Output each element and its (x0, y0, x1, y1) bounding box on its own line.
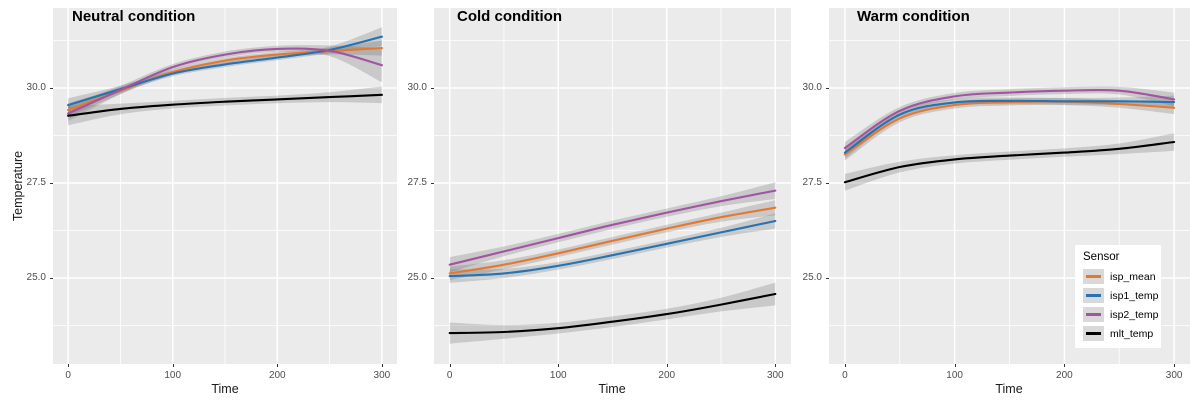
y-tick-label: 30.0 (802, 82, 822, 93)
x-tick-label: 100 (549, 370, 567, 381)
legend-key (1083, 288, 1104, 303)
confidence-band-mlt_temp (68, 86, 382, 126)
y-tick-label: 27.5 (802, 177, 822, 188)
panel-title: Cold condition (457, 8, 562, 25)
smooth-line-isp_mean (448, 206, 777, 275)
legend-title: Sensor (1083, 251, 1120, 263)
legend-item: mlt_temp (1083, 326, 1154, 341)
y-tick-label: 30.0 (26, 82, 46, 93)
confidence-band-isp2_temp (68, 45, 382, 122)
x-tick-label: 0 (65, 370, 71, 381)
y-tick-mark (826, 88, 829, 89)
x-tick-mark (1064, 364, 1066, 367)
plot-area-neutral (53, 8, 397, 364)
y-tick-label: 25.0 (802, 272, 822, 283)
legend-line-swatch (1086, 313, 1101, 316)
panel-warm-condition: Warm condition (829, 8, 1190, 364)
x-tick-label: 100 (164, 370, 182, 381)
smooth-line-mlt_temp (843, 140, 1176, 184)
x-tick-label: 300 (766, 370, 784, 381)
x-axis-title: Time (211, 382, 239, 396)
y-tick-mark (50, 278, 53, 279)
legend-item-label: isp_mean (1110, 270, 1156, 283)
legend-key (1083, 269, 1104, 284)
y-tick-mark (431, 88, 434, 89)
x-tick-label: 100 (946, 370, 963, 381)
panel-cold-condition: Cold condition (434, 8, 791, 364)
smooth-line-isp2_temp (67, 47, 383, 115)
legend-line-swatch (1086, 275, 1101, 278)
y-tick-mark (431, 183, 434, 184)
smooth-line-isp2_temp (448, 189, 777, 266)
y-tick-label: 25.0 (26, 272, 46, 283)
x-tick-mark (449, 364, 451, 367)
legend-item-label: mlt_temp (1110, 327, 1154, 340)
legend-item-label: isp1_temp (1110, 289, 1159, 302)
y-tick-mark (50, 88, 53, 89)
legend-line-swatch (1086, 294, 1101, 297)
smooth-line-isp1_temp (843, 99, 1176, 154)
legend-key (1083, 326, 1104, 341)
x-axis-title: Time (995, 382, 1023, 396)
x-tick-mark (844, 364, 846, 367)
x-axis-title: Time (598, 382, 626, 396)
y-tick-mark (431, 278, 434, 279)
smooth-line-mlt_temp (448, 292, 777, 335)
x-tick-mark (666, 364, 668, 367)
plot-area-warm (829, 8, 1190, 364)
legend-line-swatch (1086, 332, 1101, 335)
confidence-band-mlt_temp (449, 282, 776, 344)
x-tick-mark (775, 364, 777, 367)
confidence-band-mlt_temp (844, 133, 1175, 191)
x-tick-label: 200 (1056, 370, 1073, 381)
smooth-line-mlt_temp (67, 93, 383, 117)
x-tick-label: 0 (446, 370, 453, 381)
x-tick-mark (954, 364, 956, 367)
panel-title: Neutral condition (72, 8, 196, 25)
x-tick-mark (558, 364, 560, 367)
x-tick-label: 300 (373, 370, 391, 381)
x-tick-label: 200 (658, 370, 676, 381)
confidence-band-isp2_temp (449, 182, 776, 273)
smooth-line-isp_mean (843, 100, 1176, 156)
smooth-line-isp2_temp (843, 88, 1176, 150)
x-tick-label: 0 (842, 370, 848, 381)
x-tick-label: 200 (268, 370, 286, 381)
x-tick-mark (172, 364, 174, 367)
x-tick-mark (1174, 364, 1176, 367)
y-tick-label: 27.5 (407, 177, 427, 188)
x-tick-mark (381, 364, 383, 367)
panel-neutral-condition: Neutral condition (53, 8, 397, 364)
y-tick-label: 27.5 (26, 177, 46, 188)
panel-title: Warm condition (857, 8, 970, 25)
confidence-band-isp_mean (68, 40, 382, 117)
legend-item: isp2_temp (1083, 307, 1158, 322)
y-tick-label: 25.0 (407, 272, 427, 283)
legend-item: isp_mean (1083, 269, 1156, 284)
legend-item-label: isp2_temp (1110, 308, 1159, 321)
x-tick-label: 300 (1165, 370, 1183, 381)
smooth-line-isp1_temp (448, 219, 777, 278)
y-tick-mark (50, 183, 53, 184)
x-tick-mark (68, 364, 70, 367)
x-tick-mark (277, 364, 279, 367)
y-tick-label: 30.0 (407, 82, 427, 93)
confidence-band-isp2_temp (844, 86, 1175, 155)
plot-area-cold (434, 8, 791, 364)
legend: Sensor isp_mean isp1_temp isp2_temp mlt_… (1075, 245, 1161, 348)
legend-key (1083, 307, 1104, 322)
legend-item: isp1_temp (1083, 288, 1158, 303)
y-tick-mark (826, 278, 829, 279)
confidence-band-isp1_temp (449, 213, 776, 283)
y-tick-mark (826, 183, 829, 184)
